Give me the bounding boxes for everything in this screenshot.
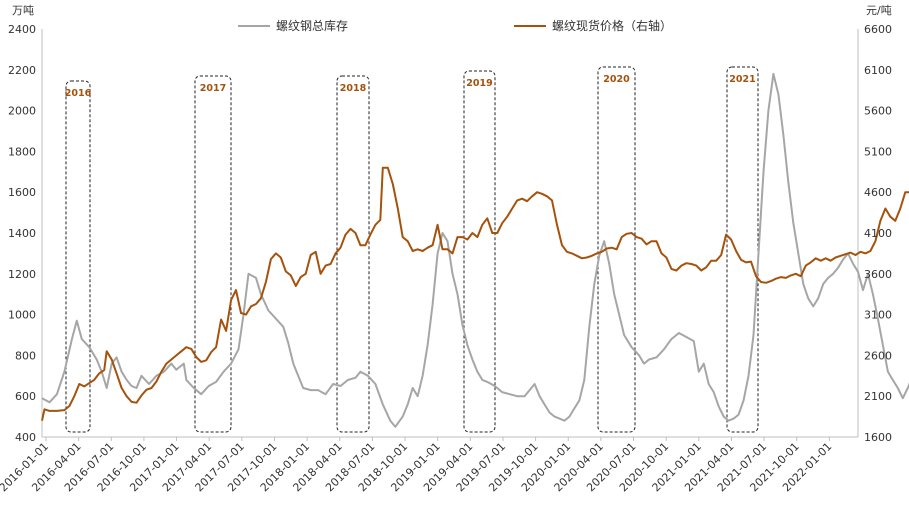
year-boxes: 2016 2017 2018 2019 2020 2021 — [65, 66, 759, 433]
year-box-label: 2021 — [729, 74, 755, 85]
legend-label-inventory: 螺纹钢总库存 — [276, 18, 348, 33]
left-tick-label: 1400 — [8, 227, 36, 240]
right-axis-unit: 元/吨 — [866, 4, 892, 17]
series-layer — [41, 72, 909, 428]
year-box-label: 2017 — [200, 83, 226, 94]
right-tick-label: 1600 — [864, 431, 892, 444]
left-tick-label: 2200 — [8, 64, 36, 77]
year-box — [336, 75, 370, 433]
year-box-label: 2016 — [65, 88, 92, 99]
right-tick-label: 4100 — [864, 227, 892, 240]
right-tick-label: 3600 — [864, 268, 892, 281]
plot-frame — [41, 29, 859, 438]
left-tick-label: 600 — [15, 390, 36, 403]
right-tick-label: 4600 — [864, 186, 892, 199]
right-tick-label: 2600 — [864, 349, 892, 362]
year-box-label: 2019 — [466, 78, 492, 89]
year-box — [463, 70, 496, 433]
year-box — [65, 80, 91, 433]
right-y-axis: 1600 2100 2600 3100 3600 4100 4600 5100 5600 6100… — [864, 23, 892, 444]
series-price-line — [41, 166, 909, 421]
right-tick-label: 3100 — [864, 309, 892, 322]
right-tick-label: 6600 — [864, 23, 892, 36]
right-tick-label: 6100 — [864, 64, 892, 77]
left-tick-label: 1000 — [8, 309, 36, 322]
right-tick-label: 5600 — [864, 105, 892, 118]
legend: 螺纹钢总库存 螺纹现货价格（右轴） — [238, 18, 672, 33]
left-tick-label: 800 — [15, 349, 36, 362]
year-box-label: 2020 — [603, 74, 630, 85]
right-tick-label: 2100 — [864, 390, 892, 403]
left-tick-label: 2400 — [8, 23, 36, 36]
left-axis-unit: 万吨 — [12, 4, 34, 17]
right-tick-label: 5100 — [864, 145, 892, 158]
left-y-axis: 400 600 800 1000 1200 1400 1600 1800 2000 2200 240… — [8, 23, 36, 444]
left-tick-label: 400 — [15, 431, 36, 444]
left-tick-label: 1600 — [8, 186, 36, 199]
year-box — [194, 75, 232, 433]
left-tick-label: 1800 — [8, 145, 36, 158]
left-tick-label: 1200 — [8, 268, 36, 281]
year-box-label: 2018 — [340, 83, 367, 94]
left-tick-label: 2000 — [8, 105, 36, 118]
year-box — [597, 66, 636, 433]
legend-label-price: 螺纹现货价格（右轴） — [552, 18, 672, 33]
